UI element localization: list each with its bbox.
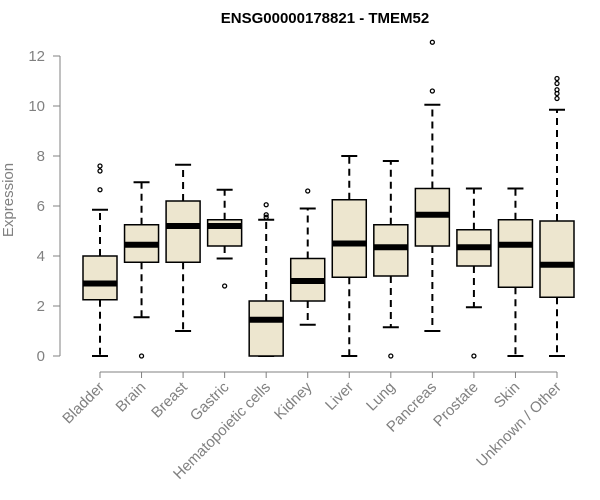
y-axis: 0 2 4 6 8 10 12	[28, 48, 61, 365]
outlier-point	[97, 187, 103, 193]
outlier-point	[97, 163, 103, 169]
boxes	[82, 39, 575, 359]
y-axis-label: Expression	[0, 163, 17, 237]
x-tick-label: Kidney	[271, 378, 316, 423]
x-tick-label: Lung	[363, 379, 399, 415]
box-group	[289, 188, 326, 326]
x-tick-label: Bladder	[59, 379, 108, 428]
y-tick-label: 12	[28, 48, 45, 65]
y-tick-label: 2	[37, 298, 45, 315]
box-group	[414, 39, 451, 332]
outlier-point	[263, 212, 269, 218]
outlier-point	[263, 202, 269, 208]
outlier-point	[554, 80, 560, 87]
box-group	[331, 155, 368, 357]
x-tick-label: Skin	[491, 379, 524, 412]
outlier-point	[554, 95, 560, 102]
box-group	[165, 163, 201, 332]
y-tick-label: 10	[28, 98, 45, 115]
box-group	[248, 202, 284, 357]
iqr-box	[373, 224, 409, 277]
outlier-point	[554, 75, 560, 82]
y-tick-label: 0	[37, 348, 45, 365]
box-group	[123, 181, 160, 359]
iqr-box	[497, 219, 534, 288]
outlier-point	[388, 353, 394, 359]
iqr-box	[248, 300, 284, 357]
box-group	[82, 163, 118, 357]
box-group	[497, 187, 534, 357]
outlier-point	[429, 39, 436, 45]
outlier-point	[263, 214, 269, 220]
x-tick-label: Breast	[148, 378, 191, 421]
chart-title: ENSG00000178821 - TMEM52	[221, 10, 429, 27]
box-group	[539, 75, 575, 357]
box-group	[456, 187, 492, 359]
y-tick-label: 8	[37, 148, 45, 165]
outlier-point	[97, 168, 103, 174]
y-tick-label: 6	[37, 198, 45, 215]
y-tick-label: 4	[37, 248, 45, 265]
box-group	[373, 160, 409, 359]
iqr-box	[165, 200, 201, 263]
iqr-box	[539, 220, 575, 298]
outlier-point	[138, 353, 145, 359]
outlier-point	[305, 188, 311, 194]
iqr-box	[331, 199, 368, 278]
x-tick-label: Liver	[322, 379, 357, 414]
box-group	[206, 188, 243, 289]
outlier-point	[221, 283, 228, 289]
outlier-point	[429, 88, 436, 94]
x-tick-label: Brain	[113, 379, 150, 416]
outlier-point	[554, 87, 560, 93]
x-tick-label: Prostate	[430, 379, 482, 431]
iqr-box	[82, 255, 118, 301]
outlier-point	[471, 353, 477, 359]
